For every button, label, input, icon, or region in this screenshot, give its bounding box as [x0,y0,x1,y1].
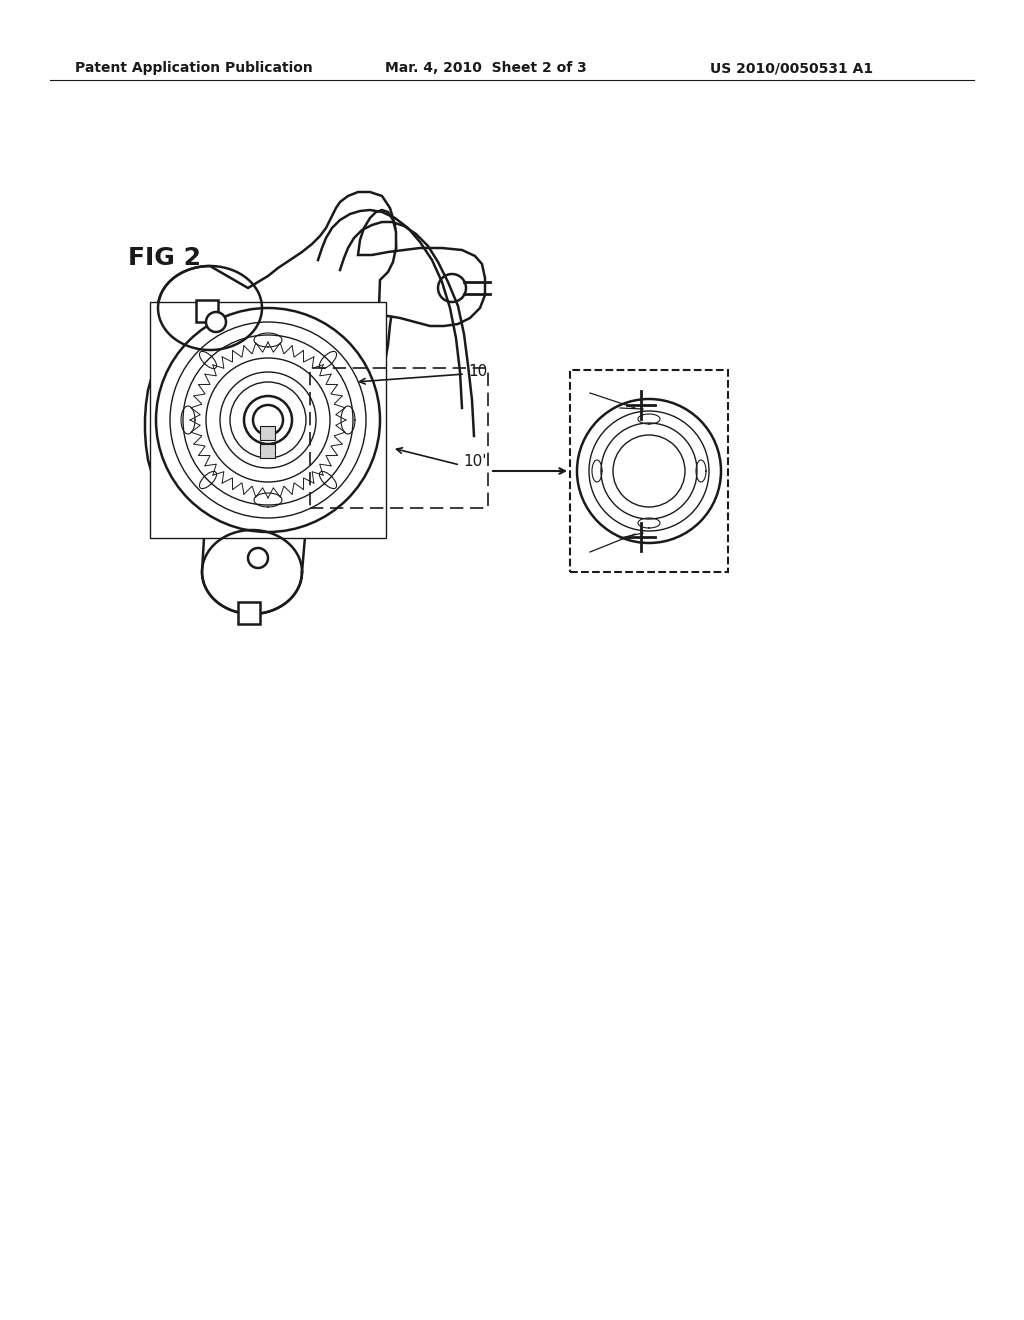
Bar [260,426,275,440]
Circle shape [248,548,268,568]
Polygon shape [145,191,396,614]
Bar [196,300,218,322]
Text: 10': 10' [463,454,486,470]
Circle shape [577,399,721,543]
Polygon shape [356,210,485,389]
Bar [150,302,386,539]
Circle shape [206,312,226,333]
Text: Patent Application Publication: Patent Application Publication [75,61,312,75]
Text: 102: 102 [605,400,629,412]
Text: 101: 101 [575,548,599,561]
Text: Mar. 4, 2010  Sheet 2 of 3: Mar. 4, 2010 Sheet 2 of 3 [385,61,587,75]
Bar [238,602,260,624]
Text: 102: 102 [605,533,629,546]
Text: 101: 101 [575,384,599,396]
Bar [310,368,488,508]
Text: US 2010/0050531 A1: US 2010/0050531 A1 [710,61,873,75]
Text: FIG 2: FIG 2 [128,246,201,271]
Text: 10: 10 [468,364,487,380]
Circle shape [244,396,292,444]
Circle shape [438,275,466,302]
Bar [260,444,275,458]
Bar [570,370,728,572]
